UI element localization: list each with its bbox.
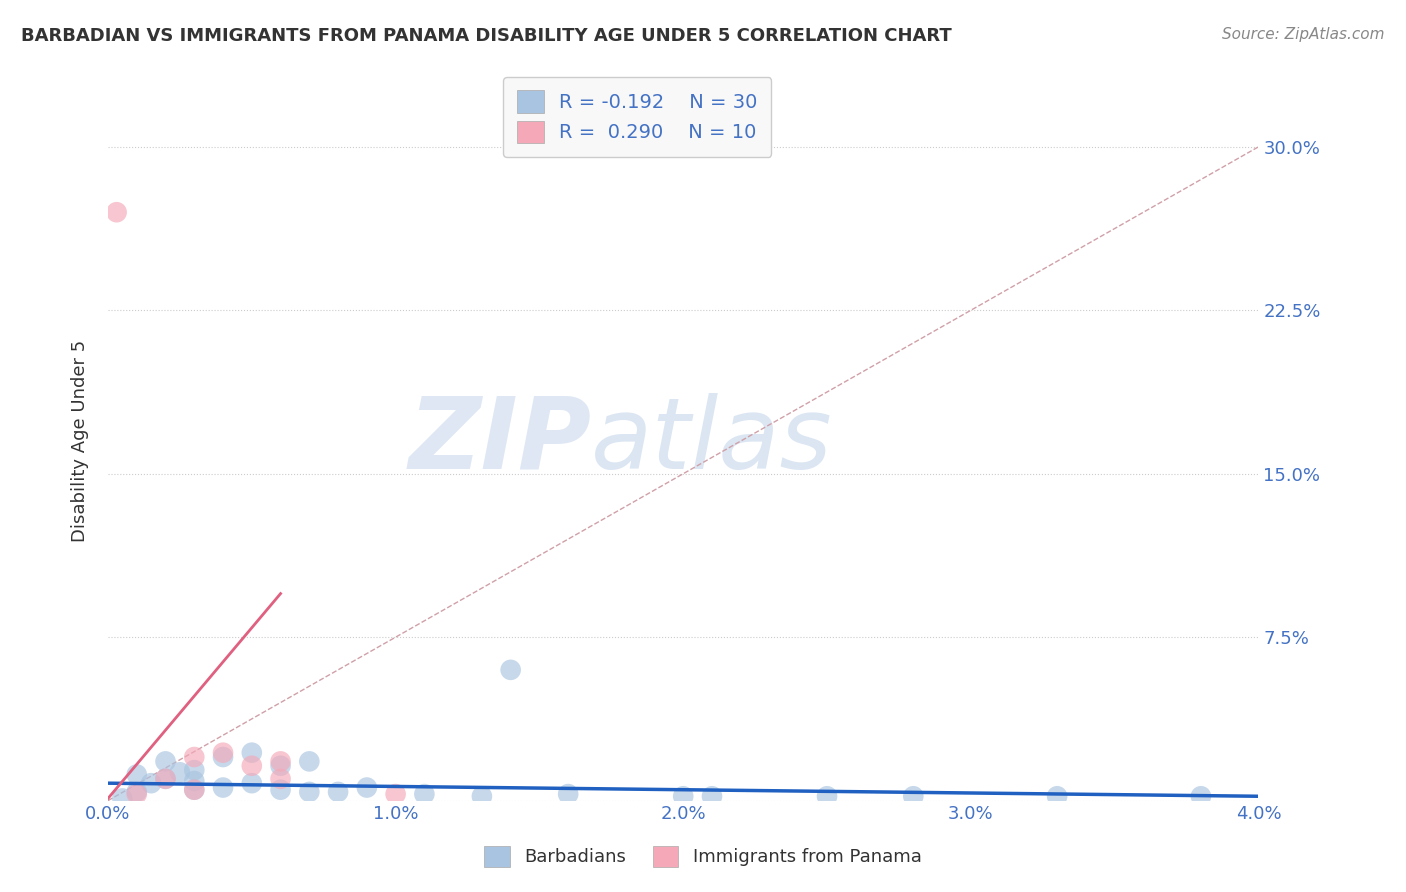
Point xyxy=(270,755,292,769)
Point xyxy=(183,750,205,764)
Point xyxy=(413,787,436,801)
Point xyxy=(499,663,522,677)
Point xyxy=(169,765,191,780)
Point xyxy=(105,205,128,219)
Point xyxy=(155,772,177,786)
Point xyxy=(125,787,148,801)
Point xyxy=(298,785,321,799)
Point xyxy=(384,787,406,801)
Y-axis label: Disability Age Under 5: Disability Age Under 5 xyxy=(72,340,89,542)
Point xyxy=(815,789,838,804)
Point xyxy=(1046,789,1069,804)
Point xyxy=(212,746,235,760)
Point xyxy=(1189,789,1212,804)
Point xyxy=(356,780,378,795)
Text: atlas: atlas xyxy=(591,392,832,490)
Point xyxy=(183,774,205,789)
Point xyxy=(155,755,177,769)
Point xyxy=(212,750,235,764)
Point xyxy=(471,789,494,804)
Point xyxy=(240,776,263,790)
Point xyxy=(183,782,205,797)
Point xyxy=(672,789,695,804)
Point xyxy=(298,755,321,769)
Point xyxy=(240,758,263,772)
Legend: R = -0.192    N = 30, R =  0.290    N = 10: R = -0.192 N = 30, R = 0.290 N = 10 xyxy=(503,77,772,157)
Point xyxy=(557,787,579,801)
Point xyxy=(326,785,349,799)
Point xyxy=(270,772,292,786)
Text: ZIP: ZIP xyxy=(408,392,591,490)
Point xyxy=(183,763,205,777)
Point xyxy=(183,782,205,797)
Text: BARBADIAN VS IMMIGRANTS FROM PANAMA DISABILITY AGE UNDER 5 CORRELATION CHART: BARBADIAN VS IMMIGRANTS FROM PANAMA DISA… xyxy=(21,27,952,45)
Point xyxy=(700,789,723,804)
Point xyxy=(111,791,134,805)
Point xyxy=(125,785,148,799)
Point xyxy=(139,776,162,790)
Legend: Barbadians, Immigrants from Panama: Barbadians, Immigrants from Panama xyxy=(477,838,929,874)
Text: Source: ZipAtlas.com: Source: ZipAtlas.com xyxy=(1222,27,1385,42)
Point xyxy=(903,789,925,804)
Point xyxy=(125,767,148,781)
Point xyxy=(270,782,292,797)
Point xyxy=(212,780,235,795)
Point xyxy=(270,758,292,772)
Point xyxy=(240,746,263,760)
Point xyxy=(155,772,177,786)
